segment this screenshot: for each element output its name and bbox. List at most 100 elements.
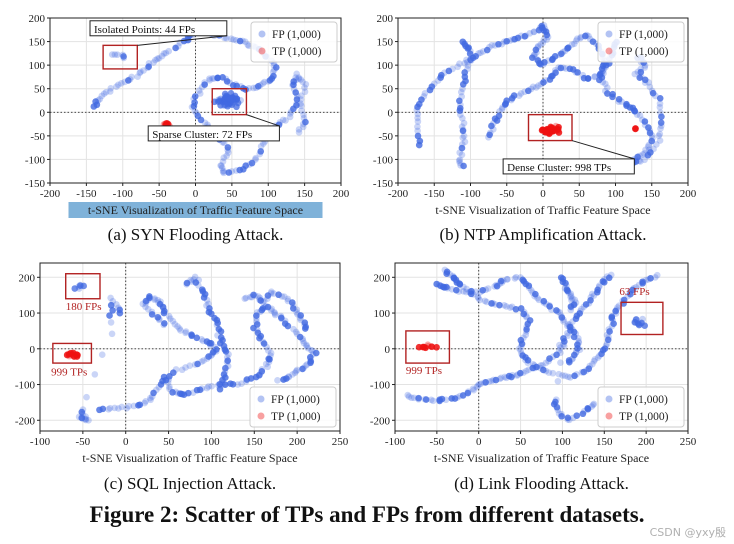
fp-point xyxy=(218,164,226,172)
fp-point xyxy=(227,35,235,43)
fp-point xyxy=(618,98,625,105)
fp-point xyxy=(573,35,581,43)
fp-point xyxy=(223,359,231,366)
fp-point xyxy=(142,299,150,307)
fp-point xyxy=(657,119,665,126)
fp-point xyxy=(571,40,578,48)
fp-point xyxy=(217,328,225,335)
fp-point xyxy=(242,162,250,169)
legend: FP (1,000) TP (1,000) xyxy=(597,21,685,63)
fp-point xyxy=(533,84,540,91)
fp-point xyxy=(576,346,584,353)
tp-points xyxy=(63,349,81,360)
fp-point xyxy=(140,67,147,74)
fp-point xyxy=(218,162,225,169)
fp-point xyxy=(253,318,260,326)
fp-point xyxy=(496,375,504,383)
fp-point xyxy=(456,156,464,163)
fp-point xyxy=(266,77,274,84)
y-tick-label: -100 xyxy=(25,154,46,166)
fp-point xyxy=(553,307,560,314)
fp-point xyxy=(454,63,461,71)
fp-point xyxy=(459,114,466,122)
x-tick-label: 50 xyxy=(226,188,238,200)
fp-point xyxy=(639,278,646,286)
fp-point xyxy=(115,81,122,89)
tp-point xyxy=(554,126,562,133)
fp-point xyxy=(493,282,501,290)
fp-point xyxy=(567,290,575,297)
fp-point xyxy=(262,360,270,368)
fp-point xyxy=(293,96,301,103)
fp-point xyxy=(548,306,555,313)
fp-point xyxy=(160,50,168,57)
fp-point xyxy=(453,286,460,294)
fp-point xyxy=(292,328,300,336)
x-tick-label: -100 xyxy=(30,436,51,448)
fp-point xyxy=(267,289,275,297)
fp-point xyxy=(229,98,237,106)
fp-point xyxy=(500,277,507,284)
fp-point xyxy=(75,413,83,421)
fp-point xyxy=(272,64,280,71)
fp-point xyxy=(459,127,467,135)
fp-point xyxy=(460,132,468,140)
fp-point xyxy=(236,37,244,45)
fp-point xyxy=(571,351,578,359)
fp-point xyxy=(78,414,86,422)
fp-point xyxy=(587,293,595,301)
fp-point xyxy=(509,371,516,379)
fp-point xyxy=(501,101,509,108)
fp-point xyxy=(477,49,484,57)
fp-point xyxy=(636,321,644,328)
fp-point xyxy=(297,312,305,319)
fp-point xyxy=(261,78,268,86)
fp-point xyxy=(581,32,589,40)
fp-point xyxy=(517,90,525,97)
fp-point xyxy=(414,110,422,118)
fp-point xyxy=(590,400,598,408)
fp-point xyxy=(134,73,141,80)
fp-point xyxy=(613,306,620,313)
fp-point xyxy=(474,293,482,301)
y-tick-label: 50 xyxy=(382,84,394,96)
fp-point xyxy=(630,285,637,292)
fp-point xyxy=(557,64,565,72)
annotation-label-box xyxy=(89,20,228,37)
legend-tp-marker xyxy=(605,412,613,420)
fp-point xyxy=(201,81,208,88)
fp-point xyxy=(454,394,461,401)
fp-point xyxy=(415,395,422,403)
fp-point xyxy=(271,310,279,317)
fp-point xyxy=(219,73,226,81)
fp-point xyxy=(488,300,495,307)
fp-point xyxy=(479,286,487,294)
fp-point xyxy=(198,385,206,392)
panel-caption: (c) SQL Injection Attack. xyxy=(104,474,276,493)
legend-tp-label: TP (1,000) xyxy=(619,411,669,423)
fp-point xyxy=(523,326,530,333)
fp-point xyxy=(568,304,575,311)
fp-point xyxy=(602,80,609,88)
fp-point xyxy=(116,306,124,314)
fp-point xyxy=(172,366,180,373)
x-tick-label: -100 xyxy=(460,188,481,200)
fp-point xyxy=(115,304,122,312)
fp-point xyxy=(489,299,497,307)
fp-point xyxy=(188,103,196,111)
tp-point xyxy=(63,351,71,359)
fp-point xyxy=(414,123,421,131)
fp-point xyxy=(497,374,505,382)
fp-point xyxy=(576,310,583,317)
figure-caption: Figure 2: Scatter of TPs and FPs from di… xyxy=(89,502,645,527)
fp-point xyxy=(219,158,227,165)
fp-point xyxy=(520,310,528,318)
fp-point xyxy=(224,357,232,365)
fp-point xyxy=(282,117,289,124)
fp-point xyxy=(518,340,526,348)
fp-point xyxy=(420,93,428,100)
fp-point xyxy=(637,65,645,73)
fp-point xyxy=(182,329,189,337)
panel-caption: (a) SYN Flooding Attack. xyxy=(108,225,284,244)
fp-point xyxy=(496,301,503,309)
